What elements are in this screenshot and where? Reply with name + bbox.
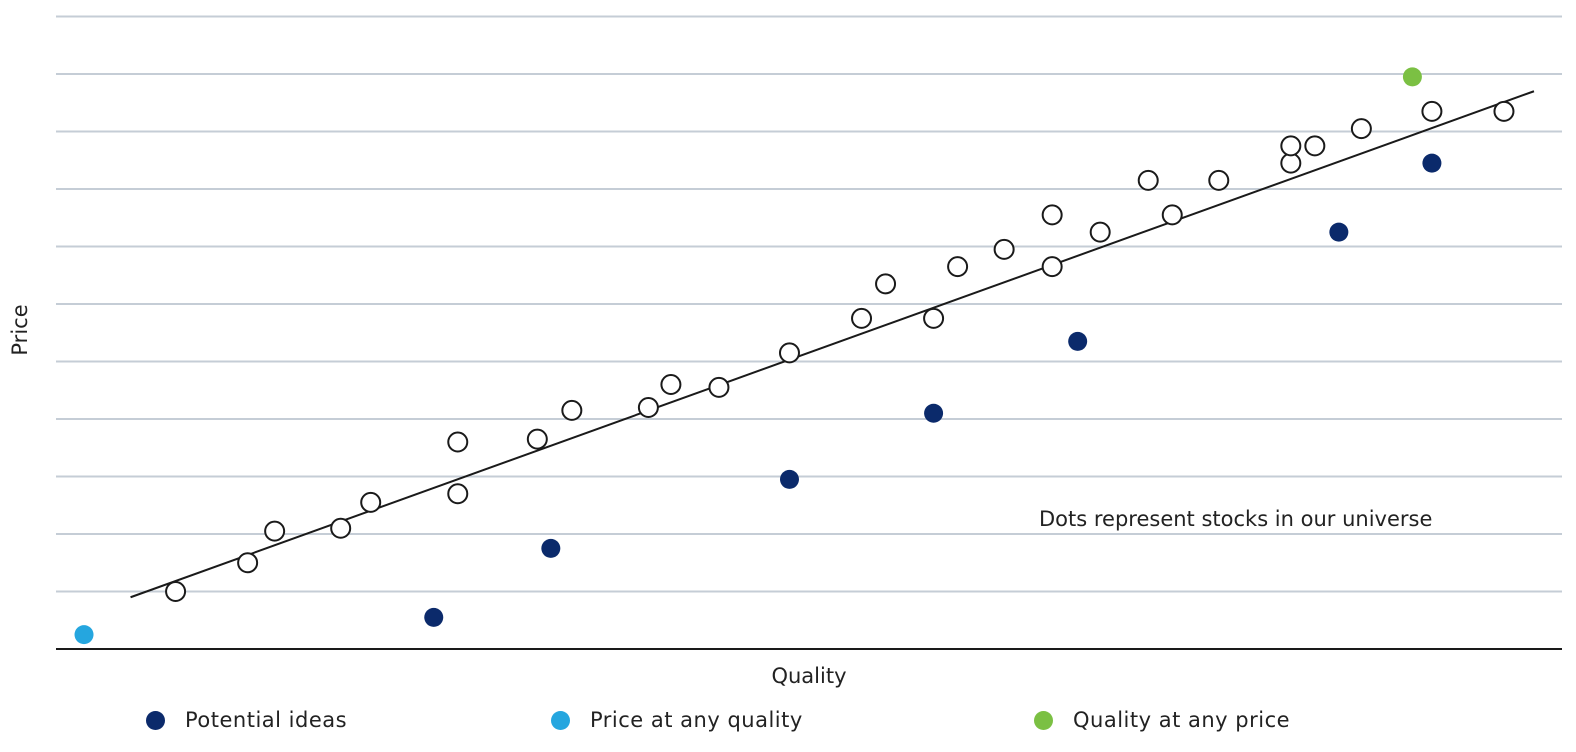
point-stocks-28: [1350, 118, 1372, 140]
point-price-at-any-quality-1: [74, 625, 94, 645]
point-stocks-6: [447, 483, 469, 505]
scatter-plot: Quality Price Dots represent stocks in our…: [8, 15, 1562, 688]
point-stocks-14: [851, 307, 873, 329]
point-stocks-19: [1041, 256, 1063, 278]
point-potential-ideas-3: [779, 469, 799, 489]
point-stocks-2: [237, 552, 259, 574]
point-stocks-29: [1421, 100, 1443, 122]
point-stocks-3: [264, 520, 286, 542]
legend-label-potential-ideas: Potential ideas: [185, 708, 348, 732]
annotation-text: Dots represent stocks in our universe: [1039, 507, 1432, 531]
point-potential-ideas-1: [424, 607, 444, 627]
point-stocks-5: [360, 491, 382, 513]
point-stocks-7: [447, 431, 469, 453]
point-stocks-8: [526, 428, 548, 450]
y-axis-label: Price: [8, 304, 32, 355]
point-potential-ideas-2: [541, 538, 561, 558]
point-stocks-24: [1208, 169, 1230, 191]
legend-item-quality-at-any-price: Quality at any price: [1034, 708, 1290, 732]
legend-swatch-price-at-any-quality: [551, 710, 570, 730]
legend: Potential ideas Price at any quality Qua…: [0, 700, 1576, 744]
point-stocks-10: [637, 397, 659, 418]
point-stocks-22: [1137, 169, 1159, 191]
point-quality-at-any-price-1: [1402, 67, 1422, 87]
point-stocks-30: [1493, 100, 1515, 122]
point-stocks-12: [708, 376, 730, 398]
point-stocks-4: [330, 517, 352, 539]
legend-item-potential-ideas: Potential ideas: [146, 708, 347, 732]
point-potential-ideas-5: [1068, 331, 1088, 351]
point-stocks-16: [923, 307, 945, 329]
point-potential-ideas-6: [1329, 222, 1349, 242]
trend-line: [130, 90, 1535, 599]
point-potential-ideas-4: [924, 403, 944, 423]
point-stocks-17: [947, 256, 969, 278]
point-stocks-21: [1089, 221, 1111, 243]
point-potential-ideas-7: [1422, 153, 1442, 173]
point-stocks-13: [778, 342, 800, 364]
x-axis-label: Quality: [771, 664, 846, 688]
point-stocks-1: [165, 581, 187, 602]
point-stocks-25: [1280, 152, 1302, 174]
point-stocks-9: [561, 399, 583, 421]
point-stocks-18: [993, 238, 1015, 260]
point-stocks-23: [1161, 204, 1183, 226]
point-stocks-27: [1304, 135, 1326, 157]
legend-label-quality-at-any-price: Quality at any price: [1073, 708, 1291, 732]
point-stocks-15: [875, 273, 897, 295]
legend-label-price-at-any-quality: Price at any quality: [590, 708, 803, 732]
legend-swatch-potential-ideas: [146, 710, 165, 730]
legend-swatch-quality-at-any-price: [1034, 710, 1053, 730]
legend-item-price-at-any-quality: Price at any quality: [551, 708, 803, 732]
point-stocks-26: [1280, 135, 1302, 157]
point-stocks-11: [660, 374, 682, 395]
point-stocks-20: [1041, 204, 1063, 226]
